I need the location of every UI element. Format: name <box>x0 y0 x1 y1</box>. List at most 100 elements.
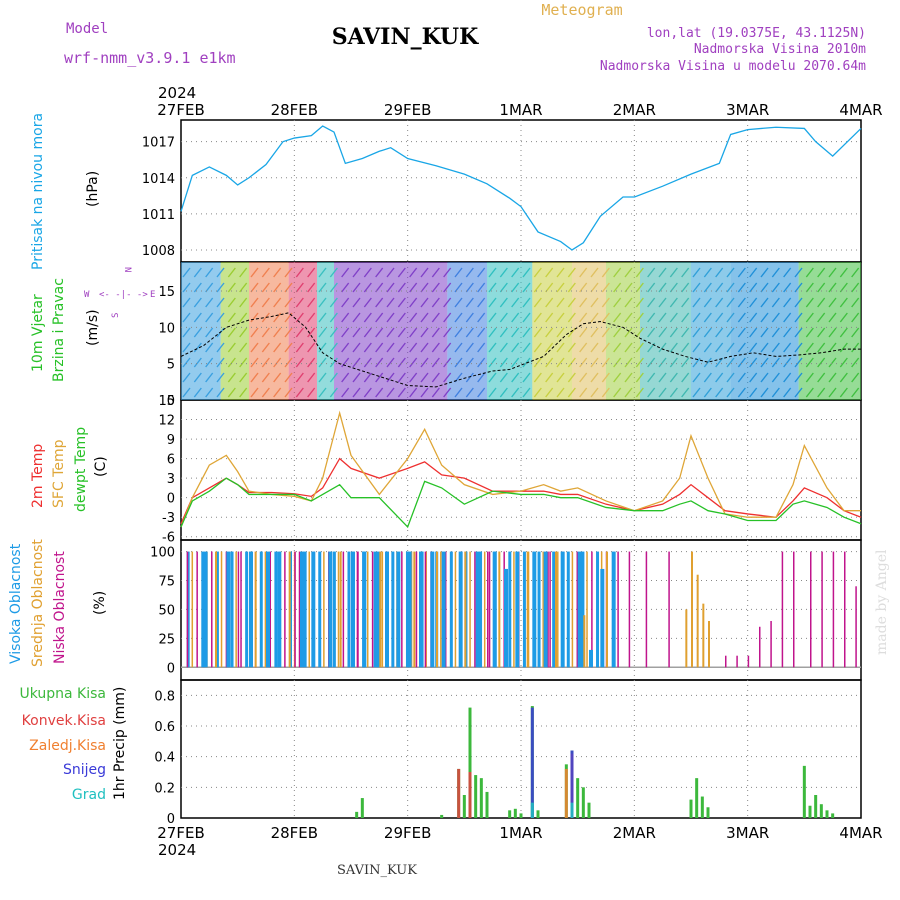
wind-barb <box>545 372 554 383</box>
wind-barb <box>851 342 860 353</box>
precip-bar <box>474 775 478 818</box>
cloud-bar <box>407 551 412 668</box>
wind-barb <box>182 357 191 368</box>
wind-barb <box>239 387 248 398</box>
wind-barb <box>295 372 304 383</box>
wind-barb <box>477 297 486 308</box>
wind-barb <box>839 297 848 308</box>
wind-barb <box>805 267 814 278</box>
wind-barb <box>703 342 712 353</box>
wind-barb <box>794 357 803 368</box>
precip-bar <box>706 807 710 818</box>
x-tick-label-top: 27FEB <box>157 101 204 119</box>
wind-barb <box>363 357 372 368</box>
wind-barb <box>851 297 860 308</box>
cloud-bar <box>277 551 282 668</box>
cloud-bar <box>696 574 699 668</box>
wind-barb <box>375 372 384 383</box>
wind-barb <box>805 297 814 308</box>
wind-barb <box>817 312 826 323</box>
wind-barb <box>307 312 316 323</box>
y-tick-label-precip: 0 <box>167 812 175 827</box>
wind-barb <box>567 342 576 353</box>
wind-barb <box>601 282 610 293</box>
wind-barb <box>737 312 746 323</box>
wind-barb <box>239 327 248 338</box>
wind-barb <box>329 267 338 278</box>
wind-barb <box>601 297 610 308</box>
wind-barb <box>839 312 848 323</box>
wind-barb <box>658 342 667 353</box>
wind-barb <box>250 387 259 398</box>
precip-legend: Ukupna Kisa Konvek.Kisa Zaledj.Kisa Snij… <box>19 686 106 803</box>
wind-barb <box>783 312 792 323</box>
cloud-bar <box>793 551 795 668</box>
wind-barb <box>284 342 293 353</box>
wind-barb <box>681 327 690 338</box>
wind-barb <box>499 342 508 353</box>
cloud-bar <box>215 551 217 668</box>
precip-bar <box>536 810 540 818</box>
wind-barb <box>431 372 440 383</box>
wind-barb <box>760 267 769 278</box>
precip-unit: 1hr Precip (mm) <box>112 687 128 800</box>
wind-barb <box>477 282 486 293</box>
wind-barb <box>227 342 236 353</box>
wind-barb <box>409 297 418 308</box>
cloud-bar-dense <box>454 551 457 668</box>
wind-barb <box>579 267 588 278</box>
wind-barb <box>386 312 395 323</box>
wind-barb <box>488 267 497 278</box>
cloud-bar-dense <box>440 551 442 668</box>
cloud-bar-dense <box>513 551 515 668</box>
wind-barb <box>726 327 735 338</box>
wind-barb <box>635 387 644 398</box>
wind-barb <box>726 282 735 293</box>
y-tick-label-temp: -6 <box>162 531 175 546</box>
wind-barb <box>363 342 372 353</box>
wind-barb <box>465 342 474 353</box>
wind-barb <box>284 387 293 398</box>
wind-barb <box>851 327 860 338</box>
wind-barb <box>352 342 361 353</box>
model-name: wrf-nmm_v3.9.1 e1km <box>64 49 236 67</box>
cloud-bar <box>186 551 189 668</box>
wind-barb <box>284 357 293 368</box>
compass-west: W <box>84 290 90 300</box>
wind-barb <box>193 357 202 368</box>
wind-barb <box>205 312 214 323</box>
cloud-bar <box>844 551 846 668</box>
wind-barb <box>828 372 837 383</box>
cloud-bar-dense <box>508 551 512 668</box>
wind-barb <box>375 357 384 368</box>
wind-barb <box>839 267 848 278</box>
cloud-label-1: Visoka Oblacnost <box>8 543 24 664</box>
x-tick-label-top: 1MAR <box>499 101 542 119</box>
wind-barb <box>817 372 826 383</box>
wind-barb <box>692 357 701 368</box>
cloud-bar <box>526 551 529 668</box>
wind-barb <box>477 327 486 338</box>
precip-bar <box>808 805 812 818</box>
wind-barb <box>647 357 656 368</box>
wind-barb <box>624 282 633 293</box>
y-tick-label-temp: 0 <box>167 492 175 507</box>
wind-barb <box>250 372 259 383</box>
compass-east: E <box>150 290 155 300</box>
wind-barb <box>420 372 429 383</box>
wind-barb <box>579 357 588 368</box>
temp-unit: (C) <box>93 456 109 477</box>
wind-barb <box>409 387 418 398</box>
wind-barb <box>250 297 259 308</box>
wind-barb <box>805 357 814 368</box>
wind-barb <box>375 297 384 308</box>
y-tick-label-temp: -3 <box>162 511 175 526</box>
wind-barb <box>805 282 814 293</box>
wind-barb <box>341 372 350 383</box>
wind-barb <box>420 267 429 278</box>
wind-barb <box>556 297 565 308</box>
wind-barb <box>227 357 236 368</box>
cloud-bar <box>362 551 367 668</box>
cloud-bar <box>266 551 270 668</box>
wind-barb <box>681 342 690 353</box>
